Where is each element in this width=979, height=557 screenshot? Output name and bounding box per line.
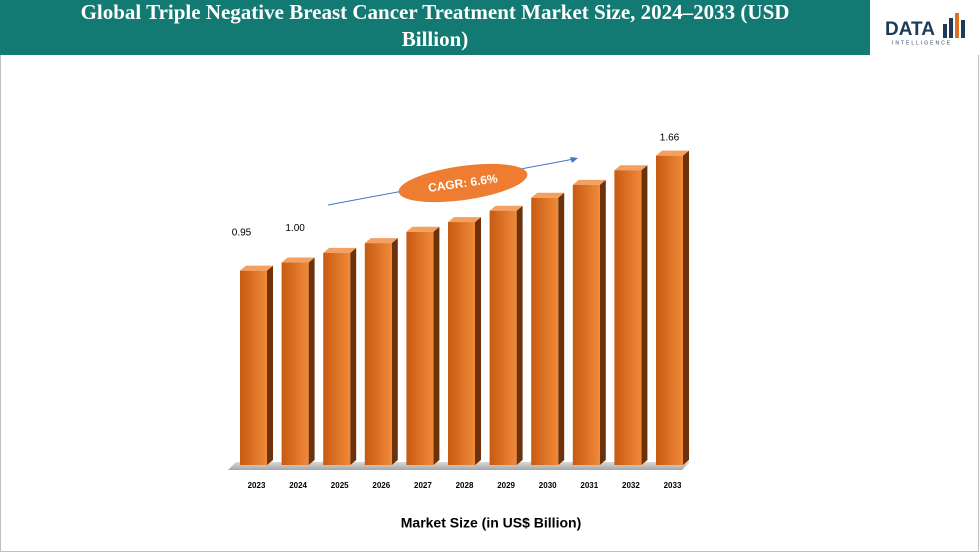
cagr-badge — [398, 163, 528, 203]
bar — [281, 262, 309, 465]
header-bar — [0, 0, 870, 55]
bar — [323, 252, 351, 465]
bar-top — [572, 179, 606, 185]
logo-box — [870, 0, 979, 55]
bar-side — [308, 257, 315, 465]
bar-top — [489, 205, 523, 211]
bar-top — [240, 265, 273, 271]
x-tick-label: 2032 — [622, 481, 640, 490]
chart-title: Billion) — [402, 27, 469, 51]
x-tick-label: 2023 — [248, 481, 266, 490]
bar-top — [281, 257, 315, 263]
bar-top — [531, 192, 565, 198]
x-tick-label: 2025 — [331, 481, 349, 490]
x-tick-label: 2030 — [539, 481, 557, 490]
value-label: 1.66 — [660, 132, 680, 143]
x-tick-label: 2028 — [456, 481, 474, 490]
bar-top — [656, 150, 689, 156]
bar-top — [448, 217, 481, 223]
bar-top — [323, 247, 357, 253]
bar — [240, 270, 267, 465]
bar-side — [350, 247, 357, 465]
x-tick-label: 2027 — [414, 481, 432, 490]
bar — [656, 155, 683, 466]
bar — [531, 197, 559, 465]
bar — [614, 170, 642, 465]
bar-side — [641, 165, 648, 465]
bar — [448, 222, 475, 465]
bar-side — [558, 192, 565, 465]
value-label: 0.95 — [232, 227, 252, 238]
x-axis-title: Market Size (in US$ Billion) — [401, 515, 581, 531]
bar-side — [391, 238, 398, 465]
x-tick-label: 2033 — [664, 481, 682, 490]
bar — [406, 231, 434, 465]
logo-text: DATA — [885, 19, 935, 40]
chart-title: Global Triple Negative Breast Cancer Tre… — [81, 0, 790, 24]
bar — [572, 184, 600, 465]
bar-side — [433, 226, 440, 465]
logo-icon — [943, 13, 965, 38]
bar — [489, 210, 517, 465]
bar-top — [614, 165, 648, 171]
bar-top — [364, 238, 398, 244]
bar-side — [475, 217, 481, 465]
logo-subtext: INTELLIGENCE — [892, 40, 952, 46]
x-tick-label: 2031 — [580, 481, 598, 490]
value-label: 1.00 — [285, 223, 305, 234]
bar-top — [406, 226, 440, 232]
bar-side — [683, 150, 689, 466]
bar — [364, 243, 392, 465]
bar-side — [599, 179, 606, 465]
cagr-arrowhead — [570, 157, 578, 163]
x-tick-label: 2029 — [497, 481, 515, 490]
bar-side — [516, 205, 523, 466]
x-tick-label: 2024 — [289, 481, 307, 490]
bar-side — [267, 265, 273, 465]
x-tick-label: 2026 — [372, 481, 390, 490]
